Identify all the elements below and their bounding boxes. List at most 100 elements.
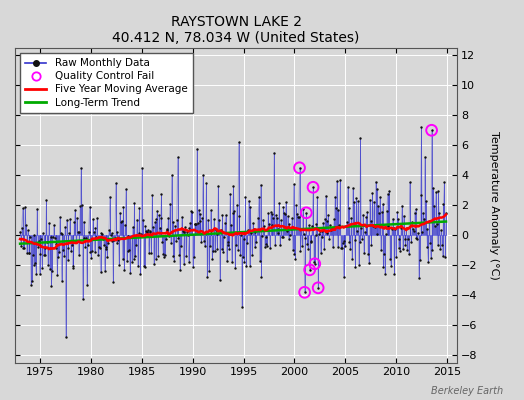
- Point: [414, 275, 423, 281]
- Point: [123, 258, 131, 264]
- Point: [303, 240, 311, 247]
- Point: [334, 207, 343, 213]
- Point: [265, 221, 273, 228]
- Point: [145, 250, 153, 256]
- Point: [383, 208, 391, 215]
- Point: [399, 246, 407, 252]
- Point: [100, 242, 108, 248]
- Point: [267, 209, 275, 215]
- Point: [31, 260, 39, 266]
- Point: [249, 220, 257, 226]
- Point: [61, 224, 69, 230]
- Point: [366, 218, 375, 224]
- Point: [274, 226, 282, 233]
- Point: [291, 256, 300, 262]
- Point: [24, 250, 32, 256]
- Point: [308, 222, 316, 229]
- Point: [125, 246, 134, 253]
- Point: [37, 236, 46, 243]
- Point: [156, 224, 164, 231]
- Point: [241, 258, 249, 265]
- Point: [255, 194, 263, 200]
- Point: [331, 194, 339, 200]
- Point: [377, 246, 385, 253]
- Point: [293, 214, 302, 220]
- Point: [359, 212, 367, 218]
- Point: [353, 228, 361, 235]
- Point: [351, 264, 359, 271]
- Point: [198, 215, 206, 221]
- Point: [329, 226, 337, 232]
- Point: [339, 240, 347, 246]
- Point: [158, 239, 167, 246]
- Point: [358, 236, 366, 242]
- Point: [385, 188, 394, 194]
- Point: [425, 240, 434, 246]
- Point: [185, 224, 194, 231]
- Point: [433, 242, 442, 248]
- Point: [142, 228, 150, 234]
- Point: [227, 222, 235, 228]
- Point: [419, 210, 428, 216]
- Point: [387, 263, 395, 269]
- Point: [406, 223, 414, 229]
- Point: [392, 254, 400, 260]
- Point: [261, 234, 270, 240]
- Point: [121, 222, 129, 228]
- Point: [253, 227, 261, 234]
- Point: [302, 210, 311, 216]
- Point: [84, 242, 92, 248]
- Point: [166, 201, 174, 207]
- Point: [428, 247, 436, 253]
- Point: [346, 246, 355, 252]
- Point: [181, 224, 189, 230]
- Point: [53, 271, 61, 278]
- Point: [204, 216, 212, 223]
- Point: [27, 282, 35, 289]
- Point: [362, 223, 370, 229]
- Point: [21, 204, 29, 210]
- Point: [266, 245, 274, 251]
- Point: [179, 261, 188, 267]
- Point: [289, 181, 298, 188]
- Point: [309, 184, 317, 190]
- Point: [24, 227, 32, 234]
- Point: [19, 245, 28, 251]
- Point: [348, 256, 356, 262]
- Point: [282, 199, 290, 206]
- Point: [146, 229, 154, 236]
- Point: [80, 218, 88, 225]
- Point: [67, 248, 75, 255]
- Point: [408, 218, 417, 225]
- Point: [191, 221, 200, 227]
- Point: [71, 207, 79, 213]
- Point: [276, 242, 284, 248]
- Point: [432, 221, 441, 227]
- Point: [384, 223, 392, 229]
- Point: [296, 164, 304, 171]
- Point: [214, 183, 222, 190]
- Point: [201, 230, 210, 236]
- Point: [205, 242, 214, 249]
- Point: [260, 223, 268, 230]
- Point: [46, 266, 54, 272]
- Point: [440, 179, 449, 186]
- Point: [410, 210, 419, 216]
- Point: [41, 252, 50, 258]
- Point: [56, 214, 64, 220]
- Point: [340, 274, 348, 280]
- Point: [370, 224, 379, 230]
- Point: [33, 206, 41, 212]
- Point: [23, 250, 31, 256]
- Point: [216, 227, 225, 234]
- Point: [114, 236, 123, 243]
- Point: [101, 268, 109, 274]
- Point: [439, 201, 447, 208]
- Point: [60, 253, 68, 260]
- Point: [254, 215, 262, 221]
- Point: [424, 259, 432, 265]
- Point: [149, 224, 157, 230]
- Point: [421, 198, 430, 204]
- Point: [184, 258, 193, 265]
- Point: [124, 248, 132, 254]
